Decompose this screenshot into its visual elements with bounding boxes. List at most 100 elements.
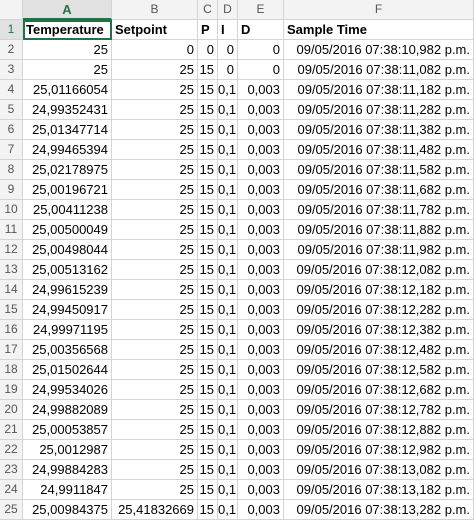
cell-temperature[interactable]: 24,99882089 (23, 400, 112, 420)
cell-sample-time[interactable]: 09/05/2016 07:38:11,382 p.m. (284, 120, 474, 140)
cell-p[interactable]: 0 (198, 40, 218, 60)
cell-setpoint[interactable]: 25 (112, 240, 198, 260)
cell-temperature[interactable]: 25,00984375 (23, 500, 112, 520)
cell-i[interactable]: 0,1 (218, 480, 238, 500)
cell-setpoint[interactable]: 25 (112, 420, 198, 440)
row-header[interactable]: 7 (0, 140, 23, 160)
row-header[interactable]: 22 (0, 440, 23, 460)
cell-d[interactable]: 0,003 (238, 300, 284, 320)
cell-temperature[interactable]: 25,01166054 (23, 80, 112, 100)
cell-setpoint[interactable]: 25 (112, 260, 198, 280)
cell-d[interactable]: 0,003 (238, 360, 284, 380)
cell-setpoint[interactable]: 25 (112, 100, 198, 120)
cell-p[interactable]: 15 (198, 500, 218, 520)
cell-sample-time[interactable]: 09/05/2016 07:38:13,182 p.m. (284, 480, 474, 500)
row-header[interactable]: 21 (0, 420, 23, 440)
cell-d[interactable]: 0,003 (238, 80, 284, 100)
cell-temperature[interactable]: 24,99465394 (23, 140, 112, 160)
cell-temperature[interactable]: 24,9911847 (23, 480, 112, 500)
row-header[interactable]: 14 (0, 280, 23, 300)
cell-d[interactable]: 0,003 (238, 260, 284, 280)
cell-setpoint[interactable]: 25 (112, 280, 198, 300)
cell-p[interactable]: 15 (198, 180, 218, 200)
column-header-f[interactable]: F (284, 0, 474, 20)
cell-i[interactable]: 0,1 (218, 120, 238, 140)
cell-setpoint[interactable]: 25 (112, 380, 198, 400)
cell-d[interactable]: 0,003 (238, 160, 284, 180)
cell-setpoint[interactable]: 25 (112, 320, 198, 340)
row-header[interactable]: 6 (0, 120, 23, 140)
cell-i[interactable]: 0,1 (218, 160, 238, 180)
column-header-d[interactable]: D (218, 0, 238, 20)
cell-sample-time[interactable]: 09/05/2016 07:38:11,182 p.m. (284, 80, 474, 100)
cell-p[interactable]: 15 (198, 80, 218, 100)
row-header[interactable]: 25 (0, 500, 23, 520)
cell-setpoint[interactable]: 25 (112, 300, 198, 320)
cell-p[interactable]: 15 (198, 440, 218, 460)
cell-temperature[interactable]: 25,02178975 (23, 160, 112, 180)
cell-setpoint[interactable]: 25 (112, 340, 198, 360)
cell-p[interactable]: 15 (198, 160, 218, 180)
cell-setpoint[interactable]: 25,41832669 (112, 500, 198, 520)
cell-sample-time[interactable]: 09/05/2016 07:38:12,082 p.m. (284, 260, 474, 280)
cell-setpoint[interactable]: 25 (112, 120, 198, 140)
cell-i[interactable]: 0,1 (218, 340, 238, 360)
cell-temperature[interactable]: 24,99971195 (23, 320, 112, 340)
cell-d[interactable]: 0 (238, 60, 284, 80)
cell-setpoint[interactable]: 25 (112, 180, 198, 200)
cell-sample-time[interactable]: 09/05/2016 07:38:12,382 p.m. (284, 320, 474, 340)
row-header[interactable]: 1 (0, 20, 23, 40)
cell-sample-time[interactable]: 09/05/2016 07:38:11,282 p.m. (284, 100, 474, 120)
cell-sample-time[interactable]: 09/05/2016 07:38:13,282 p.m. (284, 500, 474, 520)
cell-temperature[interactable]: 25,00498044 (23, 240, 112, 260)
cell-p[interactable]: 15 (198, 480, 218, 500)
row-header[interactable]: 11 (0, 220, 23, 240)
row-header[interactable]: 9 (0, 180, 23, 200)
cell-d-header[interactable]: D (238, 20, 284, 40)
cell-temperature[interactable]: 25,00053857 (23, 420, 112, 440)
cell-i[interactable]: 0,1 (218, 260, 238, 280)
cell-i[interactable]: 0,1 (218, 300, 238, 320)
cell-i[interactable]: 0,1 (218, 180, 238, 200)
cell-p[interactable]: 15 (198, 200, 218, 220)
cell-i[interactable]: 0,1 (218, 140, 238, 160)
column-header-b[interactable]: B (112, 0, 198, 20)
cell-d[interactable]: 0,003 (238, 180, 284, 200)
cell-sample-time[interactable]: 09/05/2016 07:38:12,882 p.m. (284, 420, 474, 440)
row-header[interactable]: 12 (0, 240, 23, 260)
cell-sample-time[interactable]: 09/05/2016 07:38:11,582 p.m. (284, 160, 474, 180)
cell-sample-time[interactable]: 09/05/2016 07:38:10,982 p.m. (284, 40, 474, 60)
cell-i[interactable]: 0,1 (218, 220, 238, 240)
cell-p[interactable]: 15 (198, 140, 218, 160)
cell-temperature[interactable]: 25,00196721 (23, 180, 112, 200)
cell-d[interactable]: 0,003 (238, 140, 284, 160)
select-all-corner[interactable] (0, 0, 23, 20)
cell-i[interactable]: 0,1 (218, 320, 238, 340)
cell-d[interactable]: 0,003 (238, 460, 284, 480)
cell-d[interactable]: 0,003 (238, 400, 284, 420)
cell-i[interactable]: 0,1 (218, 280, 238, 300)
cell-d[interactable]: 0,003 (238, 440, 284, 460)
row-header[interactable]: 17 (0, 340, 23, 360)
row-header[interactable]: 8 (0, 160, 23, 180)
cell-i[interactable]: 0,1 (218, 400, 238, 420)
cell-i[interactable]: 0,1 (218, 360, 238, 380)
cell-p[interactable]: 15 (198, 340, 218, 360)
cell-p[interactable]: 15 (198, 400, 218, 420)
row-header[interactable]: 19 (0, 380, 23, 400)
row-header[interactable]: 10 (0, 200, 23, 220)
cell-sample-time[interactable]: 09/05/2016 07:38:12,282 p.m. (284, 300, 474, 320)
cell-sample-time[interactable]: 09/05/2016 07:38:11,982 p.m. (284, 240, 474, 260)
row-header[interactable]: 24 (0, 480, 23, 500)
column-header-a[interactable]: A (23, 0, 112, 20)
cell-p[interactable]: 15 (198, 360, 218, 380)
row-header[interactable]: 23 (0, 460, 23, 480)
cell-sample-time[interactable]: 09/05/2016 07:38:13,082 p.m. (284, 460, 474, 480)
cell-p[interactable]: 15 (198, 120, 218, 140)
cell-d[interactable]: 0,003 (238, 120, 284, 140)
cell-temperature-header[interactable]: Temperature (23, 20, 112, 40)
row-header[interactable]: 15 (0, 300, 23, 320)
cell-i[interactable]: 0,1 (218, 440, 238, 460)
row-header[interactable]: 4 (0, 80, 23, 100)
row-header[interactable]: 3 (0, 60, 23, 80)
